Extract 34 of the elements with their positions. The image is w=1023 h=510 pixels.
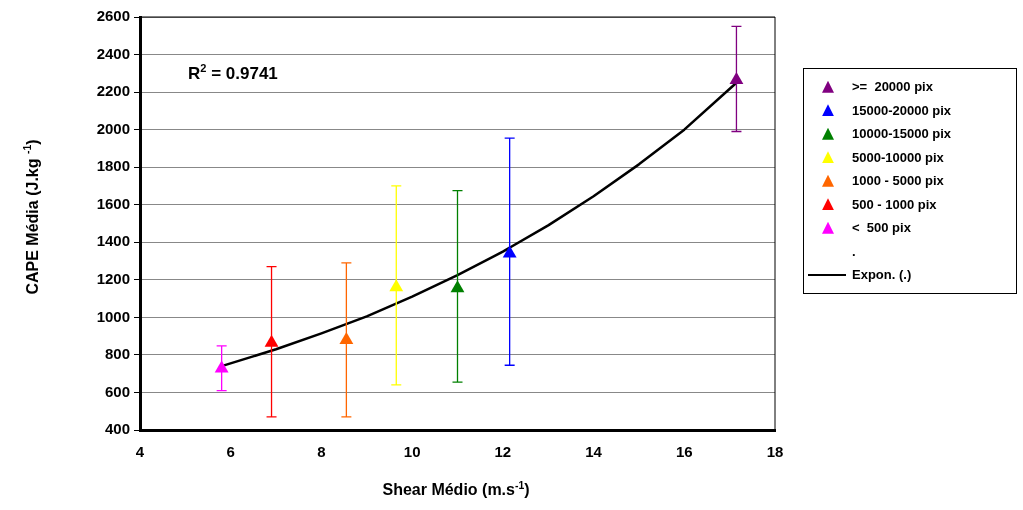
x-tick-label: 12 — [494, 443, 512, 461]
text: . — [852, 243, 856, 259]
y-tick-label: 1200 — [96, 269, 130, 287]
legend-label: 500 - 1000 pix — [852, 196, 937, 212]
y-tick-label: 600 — [104, 382, 130, 400]
point — [502, 245, 517, 258]
y-tick-label: 800 — [104, 345, 130, 363]
legend-label: Expon. (.) — [852, 267, 912, 283]
y-tick-label: 1000 — [96, 307, 130, 325]
y-tick-label: 1800 — [96, 157, 130, 175]
annotation: R$^{2}$ = 0.9741 — [188, 62, 278, 84]
x-tick-label: 18 — [766, 443, 784, 461]
y-tick-label: 1600 — [96, 194, 130, 212]
legend-label: 15000-20000 pix — [852, 102, 952, 118]
y-tick-label: 400 — [104, 420, 130, 438]
x-tick-label: 8 — [317, 443, 326, 461]
y-tick-label: 2200 — [96, 82, 130, 100]
y-tick-label: 1400 — [96, 232, 130, 250]
point — [214, 360, 229, 373]
legend-label: 1000 - 5000 pix — [852, 173, 944, 189]
x-tick-label: 10 — [403, 443, 421, 461]
legend-label: < 500 pix — [852, 220, 911, 236]
x-tick-label: 6 — [226, 443, 235, 461]
y-tick-label: 2600 — [96, 7, 130, 25]
point — [264, 334, 279, 347]
legend-label: 5000-10000 pix — [852, 149, 944, 165]
y-tick-label: 2400 — [96, 44, 130, 62]
x-axis-title: Shear Médio (m.s$^{-1}$) — [381, 480, 531, 500]
legend-label: >= 20000 pix — [852, 79, 933, 95]
x-tick-label: 16 — [675, 443, 693, 461]
x-tick-label: 14 — [585, 443, 603, 461]
y-tick-label: 2000 — [96, 119, 130, 137]
legend-label: 10000-15000 pix — [852, 126, 952, 142]
x-tick-label: 4 — [135, 443, 145, 461]
